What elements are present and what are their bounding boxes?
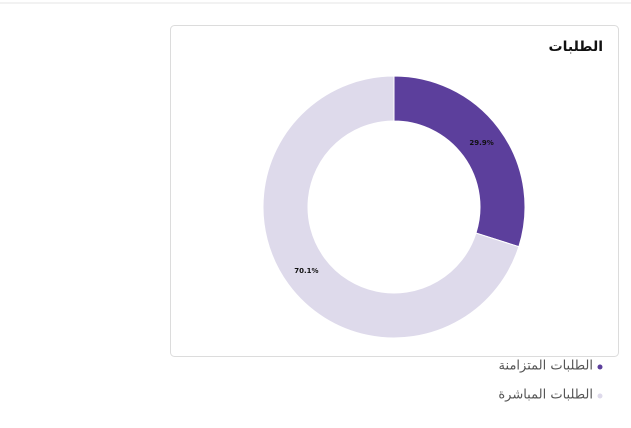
chart-title: الطلبات xyxy=(549,39,603,55)
legend-label: الطلبات المباشرة xyxy=(498,388,593,403)
slice xyxy=(262,75,520,339)
legend-marker xyxy=(597,364,603,370)
slice xyxy=(393,75,526,248)
legend-label: الطلبات المتزامنة xyxy=(499,359,593,374)
value-label: 29.9% xyxy=(469,139,493,147)
legend-marker xyxy=(597,393,603,399)
value-label: 70.1% xyxy=(294,267,318,275)
